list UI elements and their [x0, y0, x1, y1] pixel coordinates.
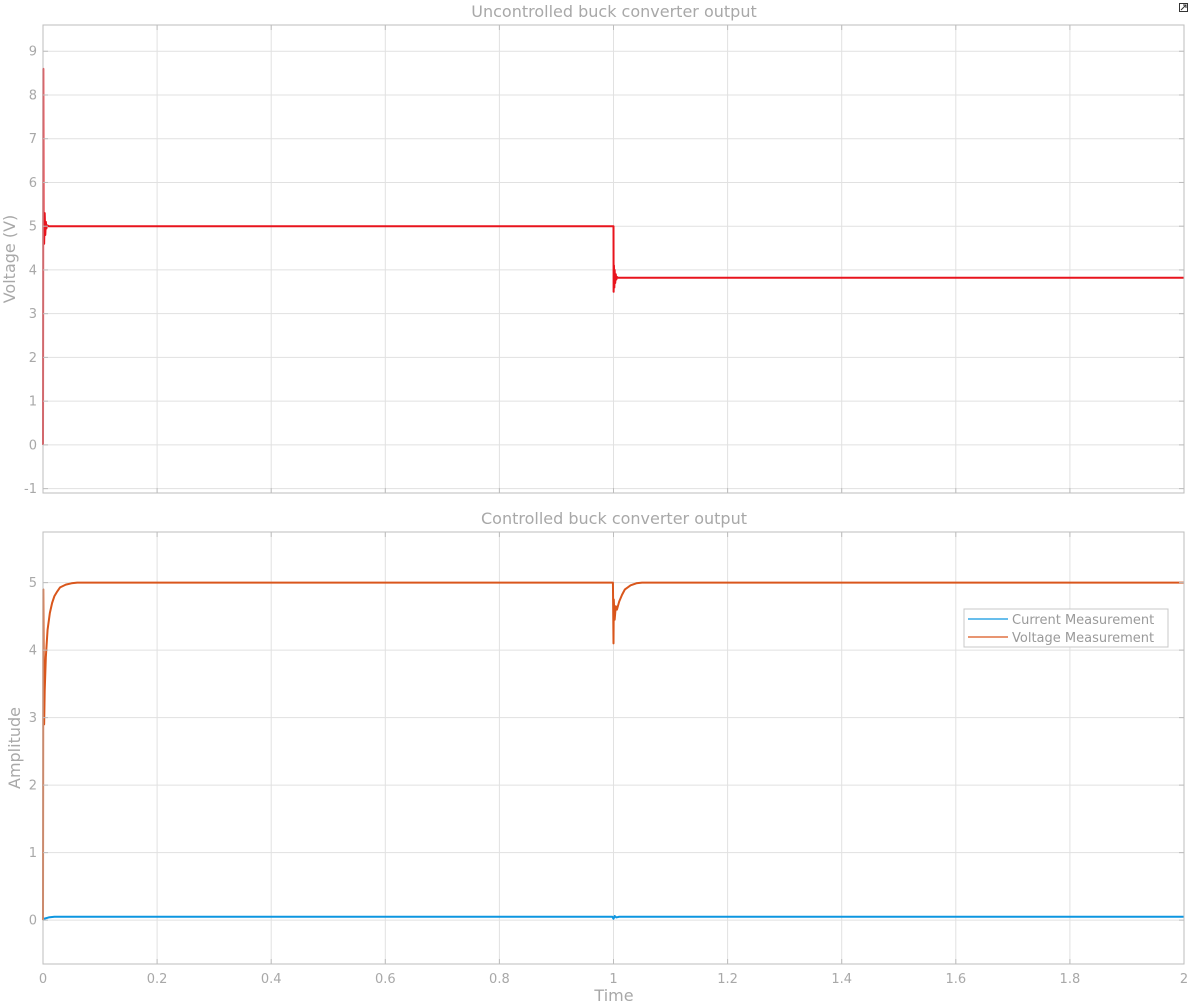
- controlled-plot-axes[interactable]: Controlled buck converter output 0 0.2 0.4…: [5, 509, 1188, 1003]
- controlled-plot-series: [42, 581, 1184, 921]
- controlled-plot-x-tick-label: 0: [39, 972, 47, 987]
- controlled-plot-y-tick-label: 1: [29, 846, 37, 861]
- uncontrolled-plot-frame: [42, 24, 1185, 494]
- controlled-plot-y-label: Amplitude: [5, 707, 24, 789]
- uncontrolled-plot-y-tick-label: 0: [29, 438, 37, 453]
- controlled-plot-x-tick-label: 0.2: [147, 972, 168, 987]
- controlled-plot-y-tick-label: 2: [29, 779, 37, 794]
- uncontrolled-plot-y-tick-label: 7: [29, 132, 37, 147]
- controlled-plot-y-tick-label: 4: [29, 644, 37, 659]
- legend-entry-current[interactable]: Current Measurement: [968, 613, 1154, 628]
- controlled-plot-y-ticks: 0 1 2 3 4 5: [29, 576, 1184, 929]
- controlled-plot-x-tick-label: 0.6: [375, 972, 396, 987]
- uncontrolled-plot-y-tick-label: 6: [29, 176, 37, 191]
- controlled-plot-title: Controlled buck converter output: [481, 509, 747, 528]
- controlled-plot-x-tick-label: 1.6: [945, 972, 966, 987]
- controlled-plot-x-tick-label: 1.8: [1060, 972, 1081, 987]
- controlled-plot-series-line-voltage-measurement: [42, 581, 1184, 921]
- legend[interactable]: Current Measurement Voltage Measurement: [963, 608, 1169, 648]
- controlled-plot-y-tick-label: 0: [29, 914, 37, 929]
- uncontrolled-plot-y-tick-label: 5: [29, 220, 37, 235]
- controlled-plot-x-ticks: 0 0.2 0.4 0.6 0.8 1 1.2 1.4 1.6 1.8 2: [39, 532, 1188, 987]
- uncontrolled-plot-y-ticks: -1 0 1 2 3 4 5 6 7 8 9: [24, 45, 1184, 497]
- controlled-plot-y-tick-label: 5: [29, 576, 37, 591]
- undock-icon[interactable]: [1179, 3, 1188, 12]
- uncontrolled-plot-y-tick-label: 3: [29, 307, 37, 322]
- controlled-plot-x-tick-label: 1: [609, 972, 617, 987]
- uncontrolled-plot-y-label: Voltage (V): [0, 215, 19, 304]
- uncontrolled-plot-y-tick-label: 4: [29, 263, 37, 278]
- controlled-plot-x-tick-label: 1.4: [831, 972, 852, 987]
- uncontrolled-plot-series-line-0: [42, 67, 1184, 445]
- controlled-plot-y-tick-label: 3: [29, 711, 37, 726]
- controlled-plot-series-line-current-measurement: [42, 915, 1184, 921]
- controlled-plot-frame: [42, 531, 1185, 965]
- uncontrolled-plot-series: [42, 67, 1184, 445]
- uncontrolled-plot-axes[interactable]: Uncontrolled buck converter output -1 0 1 2…: [0, 2, 1185, 497]
- controlled-plot-x-tick-label: 0.8: [489, 972, 510, 987]
- uncontrolled-plot-y-tick-label: 1: [29, 395, 37, 410]
- controlled-plot-x-tick-label: 1.2: [717, 972, 738, 987]
- uncontrolled-plot-y-tick-label: 8: [29, 88, 37, 103]
- legend-label-current: Current Measurement: [1012, 613, 1154, 628]
- controlled-plot-x-tick-label: 0.4: [261, 972, 282, 987]
- legend-label-voltage: Voltage Measurement: [1012, 631, 1154, 646]
- uncontrolled-plot-y-tick-label: 9: [29, 45, 37, 60]
- legend-entry-voltage[interactable]: Voltage Measurement: [968, 631, 1154, 646]
- controlled-plot-x-tick-label: 2: [1180, 972, 1188, 987]
- uncontrolled-plot-y-tick-label: -1: [24, 482, 37, 497]
- controlled-plot-x-label: Time: [593, 986, 633, 1003]
- uncontrolled-plot-title: Uncontrolled buck converter output: [471, 2, 756, 21]
- legend-box: [963, 608, 1169, 648]
- uncontrolled-plot-y-tick-label: 2: [29, 351, 37, 366]
